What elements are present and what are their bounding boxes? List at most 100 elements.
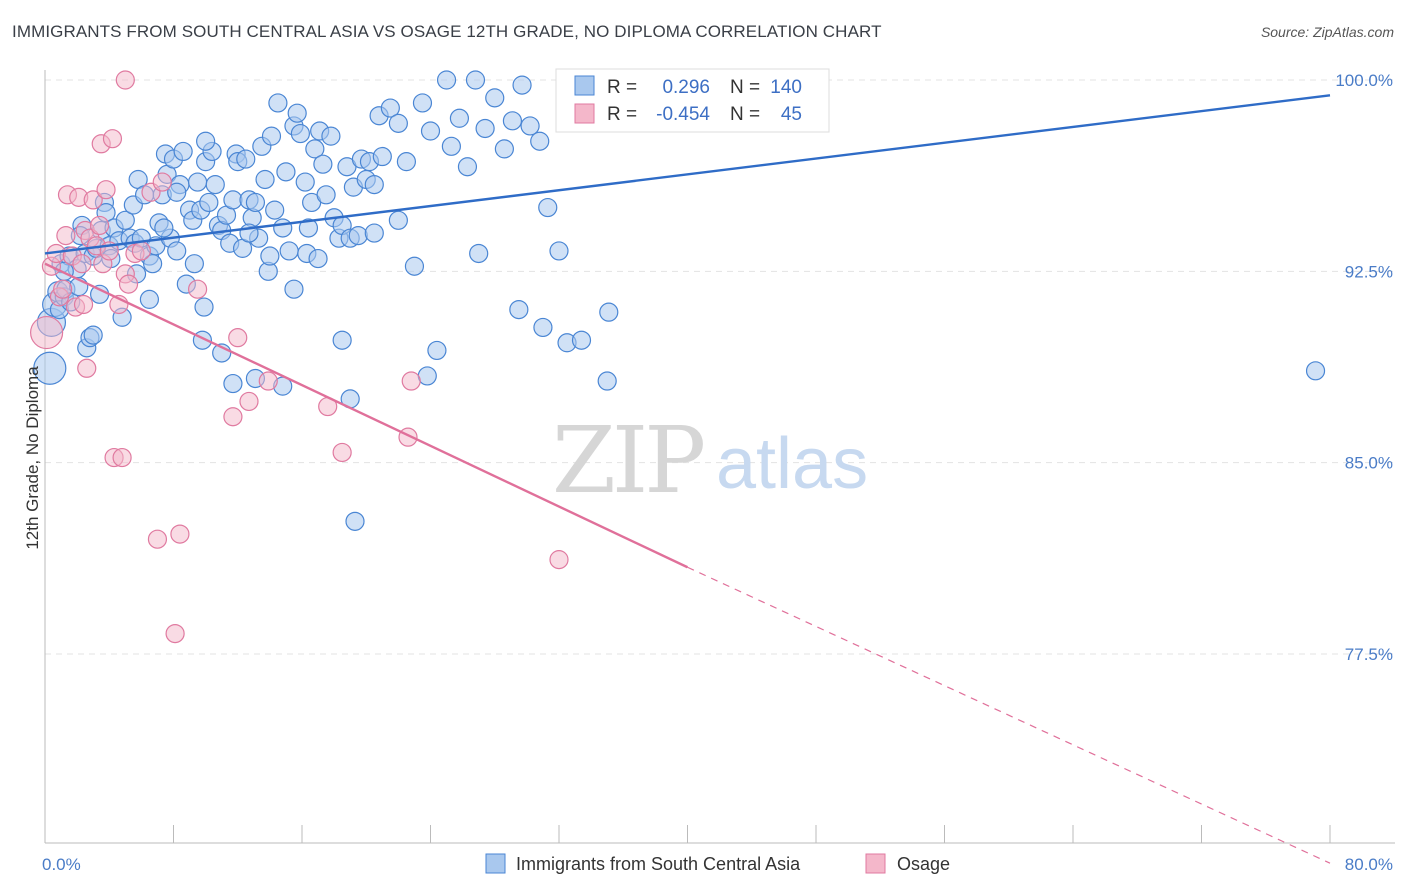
- blue-point: [173, 141, 193, 162]
- pink-point: [549, 550, 569, 570]
- blue-point: [260, 246, 280, 266]
- pink-point: [96, 180, 116, 200]
- series-pink-points: [30, 70, 569, 644]
- blue-point: [412, 93, 433, 113]
- tick-labels: 77.5% 85.0% 92.5% 100.0% 0.0% 80.0%: [42, 71, 1393, 874]
- blue-point: [475, 118, 495, 139]
- blue-point: [245, 192, 266, 213]
- blue-point: [417, 366, 437, 386]
- blue-point: [599, 302, 619, 322]
- blue-point: [295, 172, 315, 192]
- bottom-legend-label-1: Immigrants from South Central Asia: [516, 854, 801, 874]
- legend-r-label-2: R =: [607, 104, 637, 125]
- blue-point: [187, 172, 208, 192]
- blue-point: [494, 139, 514, 159]
- pink-point: [332, 442, 352, 463]
- source-label: Source: ZipAtlas.com: [1260, 24, 1394, 40]
- pink-point: [118, 274, 139, 294]
- blue-point: [284, 279, 304, 299]
- blue-point: [364, 223, 384, 243]
- legend-box: [555, 68, 830, 133]
- legend-n-value-1: 140: [770, 77, 802, 98]
- chart-title: IMMIGRANTS FROM SOUTH CENTRAL ASIA VS OS…: [12, 22, 882, 41]
- blue-point: [205, 174, 225, 195]
- blue-point: [308, 248, 328, 269]
- x-tick-label-1: 80.0%: [1345, 855, 1393, 874]
- blue-point: [404, 256, 425, 276]
- blue-point: [509, 300, 529, 320]
- bottom-legend-swatch-pink: [865, 853, 886, 874]
- blue-point: [223, 190, 243, 210]
- blue-point: [1305, 361, 1326, 381]
- axes: [44, 70, 1395, 844]
- blue-point: [520, 116, 540, 136]
- blue-point: [321, 126, 341, 146]
- pink-point: [115, 70, 135, 90]
- blue-point: [90, 284, 110, 304]
- pink-point: [165, 623, 185, 644]
- blue-point: [436, 70, 457, 90]
- blue-point: [420, 121, 441, 141]
- blue-point: [441, 136, 461, 156]
- blue-point: [372, 146, 392, 167]
- legend-n-label-2: N =: [730, 104, 760, 125]
- blue-point: [268, 93, 288, 113]
- y-tick-label-1: 85.0%: [1345, 454, 1393, 473]
- blue-point: [469, 243, 489, 264]
- blue-point: [380, 98, 400, 118]
- pink-point: [152, 172, 172, 192]
- blue-point: [223, 373, 243, 394]
- pink-point: [401, 371, 421, 391]
- blue-point: [184, 254, 204, 274]
- blue-point: [313, 154, 333, 174]
- pink-point: [73, 294, 94, 315]
- blue-point: [388, 113, 408, 133]
- legend-n-value-2: 45: [781, 104, 802, 125]
- blue-point: [287, 103, 307, 123]
- blue-point: [538, 197, 558, 218]
- blue-point: [348, 226, 368, 246]
- blue-point: [265, 200, 285, 220]
- blue-point: [396, 152, 417, 172]
- pink-point: [77, 358, 97, 378]
- blue-point: [33, 351, 67, 385]
- blue-point: [364, 174, 384, 195]
- blue-point: [485, 88, 505, 108]
- pink-point: [170, 524, 190, 544]
- blue-point: [83, 325, 103, 345]
- legend-r-label-1: R =: [607, 77, 637, 98]
- blue-trend-line: [44, 94, 1331, 255]
- blue-point: [236, 149, 256, 169]
- trend-lines: [44, 94, 1331, 864]
- blue-point: [276, 162, 296, 182]
- blue-point: [427, 340, 447, 361]
- watermark-zip: ZIP: [552, 407, 703, 514]
- blue-point: [261, 126, 282, 146]
- blue-point: [199, 192, 219, 213]
- correlation-legend: R = 0.296 N = 140 R = -0.454 N = 45: [555, 68, 830, 133]
- blue-point: [345, 511, 365, 531]
- blue-point: [167, 241, 187, 261]
- pink-point: [56, 226, 76, 246]
- y-axis-label: 12th Grade, No Diploma: [23, 366, 42, 550]
- series-blue-points: [33, 70, 1326, 531]
- pink-point: [131, 241, 151, 261]
- y-tick-label-2: 92.5%: [1345, 262, 1393, 281]
- blue-point: [139, 289, 160, 309]
- blue-point: [457, 157, 478, 177]
- blue-point: [298, 218, 319, 238]
- blue-point: [290, 123, 310, 144]
- bottom-legend-label-2: Osage: [897, 854, 950, 874]
- blue-point: [388, 210, 408, 230]
- blue-point: [154, 218, 174, 238]
- watermark-atlas: atlas: [716, 424, 868, 504]
- blue-point: [279, 241, 299, 261]
- blue-point: [512, 75, 532, 95]
- y-tick-label-3: 100.0%: [1335, 71, 1393, 90]
- pink-point: [83, 190, 103, 210]
- watermark: ZIP atlas: [552, 407, 868, 514]
- x-tick-label-0: 0.0%: [42, 855, 81, 874]
- blue-point: [194, 297, 214, 317]
- blue-point: [530, 131, 550, 151]
